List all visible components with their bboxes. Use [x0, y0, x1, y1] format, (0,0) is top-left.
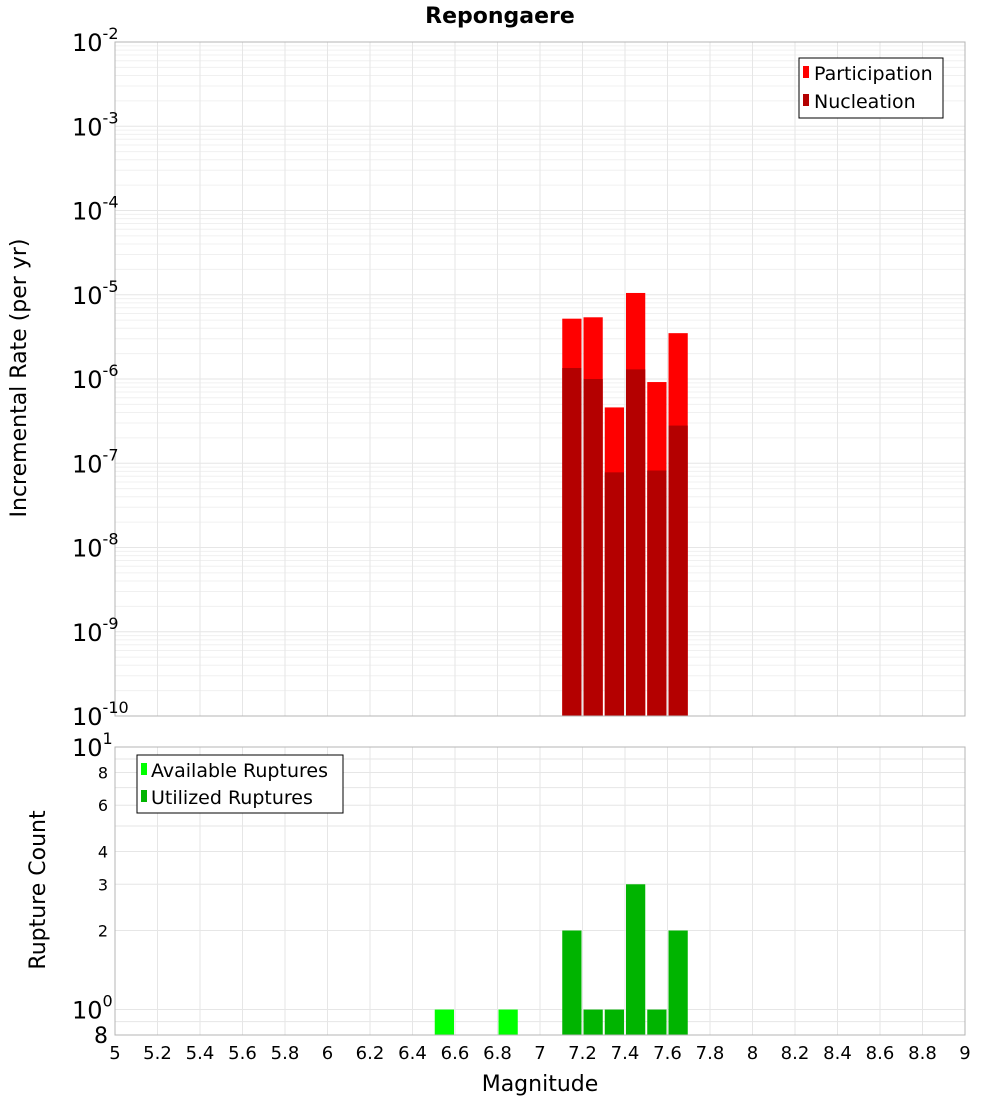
nucleation-bar: [562, 368, 582, 716]
utilized-ruptures-bar: [583, 1009, 603, 1035]
rate-plot: 10-2 10-3 10-4 10-5 10-6 10-7 10-8 10-9 10-10 Par…: [72, 24, 966, 731]
x-tick-label: 7.8: [696, 1043, 725, 1064]
nucleation-bar: [668, 425, 688, 716]
top-legend-box: [798, 57, 944, 119]
legend-label-utilized-ruptures: Utilized Ruptures: [151, 787, 313, 809]
x-tick-label: 6.4: [398, 1043, 427, 1064]
x-tick-label: 5: [109, 1043, 120, 1064]
x-tick-label: 6.2: [356, 1043, 385, 1064]
legend-swatch-nucleation: [803, 94, 809, 106]
bottom-y-minor-tick-label: 3: [98, 875, 108, 894]
nucleation-bar: [647, 470, 667, 716]
x-tick-label: 8.4: [823, 1043, 852, 1064]
x-tick-label: 8.6: [866, 1043, 895, 1064]
utilized-ruptures-bar: [562, 930, 582, 1035]
top-plot-frame: [114, 41, 966, 717]
bottom-y-minor-tick-label: 8: [98, 763, 108, 782]
x-tick-label: 7.6: [653, 1043, 682, 1064]
x-axis-label: Magnitude: [482, 1072, 599, 1097]
x-tick-label: 7: [534, 1043, 545, 1064]
chart-title: Repongaere: [425, 4, 575, 29]
available-ruptures-bar: [498, 1009, 518, 1035]
utilized-ruptures-bar: [626, 884, 646, 1035]
x-tick-label: 8: [747, 1043, 758, 1064]
bottom-y-minor-tick-label: 4: [98, 842, 108, 861]
legend-label-nucleation: Nucleation: [814, 91, 916, 113]
nucleation-bar: [583, 379, 603, 716]
x-tick-label: 7.4: [611, 1043, 640, 1064]
legend-swatch-participation: [803, 66, 809, 78]
x-tick-label: 9: [959, 1043, 970, 1064]
legend-swatch-utilized-ruptures: [141, 790, 147, 802]
utilized-ruptures-bar: [604, 1009, 624, 1035]
legend-label-available-ruptures: Available Ruptures: [151, 760, 328, 782]
x-tick-label: 8.8: [908, 1043, 937, 1064]
utilized-ruptures-bar: [668, 930, 688, 1035]
bottom-y-minor-tick-label: 6: [98, 796, 108, 815]
x-tick-label: 6: [322, 1043, 333, 1064]
available-ruptures-bar: [434, 1009, 454, 1035]
bottom-plot-frame: [114, 746, 966, 1036]
top-legend: Participation Nucleation: [798, 57, 944, 119]
top-y-tick-label: 10-2: [72, 24, 119, 57]
legend-label-participation: Participation: [814, 63, 933, 85]
bottom-y-axis-label: Rupture Count: [26, 810, 51, 970]
top-y-tick-label: 10-9: [72, 614, 119, 647]
nucleation-bar: [604, 472, 624, 716]
nucleation-bar: [626, 369, 646, 716]
bottom-legend-box: [136, 754, 344, 814]
utilized-ruptures-bar: [647, 1009, 667, 1035]
bottom-legend: Available Ruptures Utilized Ruptures: [136, 754, 344, 814]
x-tick-label: 5.4: [186, 1043, 215, 1064]
top-y-tick-label: 10-3: [72, 108, 119, 141]
top-y-tick-label: 10-5: [72, 277, 119, 310]
top-y-tick-label: 10-6: [72, 361, 119, 394]
bottom-y-major-tick-label: 101: [72, 729, 113, 762]
x-tick-label: 7.2: [568, 1043, 597, 1064]
x-tick-label: 5.8: [271, 1043, 300, 1064]
x-tick-label: 5.2: [143, 1043, 172, 1064]
bottom-y-minor-tick-label: 2: [98, 922, 108, 941]
x-tick-label: 6.6: [441, 1043, 470, 1064]
top-y-axis-label: Incremental Rate (per yr): [7, 239, 32, 518]
legend-swatch-available-ruptures: [141, 763, 147, 775]
bottom-y-minor-tick-label: 8: [94, 1024, 108, 1049]
top-y-tick-label: 10-10: [72, 698, 129, 731]
bottom-y-major-tick-label: 100: [72, 992, 113, 1025]
top-y-tick-label: 10-8: [72, 530, 119, 563]
top-y-tick-label: 10-4: [72, 193, 119, 226]
x-tick-label: 5.6: [228, 1043, 257, 1064]
x-tick-label: 6.8: [483, 1043, 512, 1064]
x-tick-label: 8.2: [781, 1043, 810, 1064]
top-y-tick-label: 10-7: [72, 445, 119, 478]
